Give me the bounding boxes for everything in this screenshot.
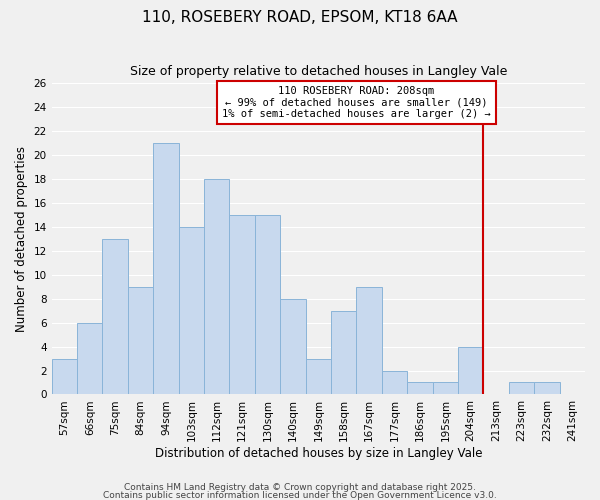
Bar (128, 287, 153, 395)
Text: Contains HM Land Registry data © Crown copyright and database right 2025.: Contains HM Land Registry data © Crown c… (124, 484, 476, 492)
Bar (52, 358, 77, 394)
Bar (77, 322, 103, 394)
Bar (433, 382, 458, 394)
Text: 110, ROSEBERY ROAD, EPSOM, KT18 6AA: 110, ROSEBERY ROAD, EPSOM, KT18 6AA (142, 10, 458, 25)
Bar (356, 287, 382, 395)
X-axis label: Distribution of detached houses by size in Langley Vale: Distribution of detached houses by size … (155, 447, 482, 460)
Bar (255, 215, 280, 394)
Bar (509, 382, 534, 394)
Bar (179, 227, 204, 394)
Title: Size of property relative to detached houses in Langley Vale: Size of property relative to detached ho… (130, 65, 507, 78)
Bar (229, 215, 255, 394)
Bar (280, 298, 305, 394)
Bar (305, 358, 331, 394)
Bar (382, 370, 407, 394)
Text: 110 ROSEBERY ROAD: 208sqm
← 99% of detached houses are smaller (149)
1% of semi-: 110 ROSEBERY ROAD: 208sqm ← 99% of detac… (222, 86, 491, 119)
Bar (407, 382, 433, 394)
Bar (103, 239, 128, 394)
Bar (458, 346, 484, 395)
Bar (331, 310, 356, 394)
Bar (534, 382, 560, 394)
Y-axis label: Number of detached properties: Number of detached properties (15, 146, 28, 332)
Text: Contains public sector information licensed under the Open Government Licence v3: Contains public sector information licen… (103, 490, 497, 500)
Bar (153, 143, 179, 395)
Bar (204, 179, 229, 394)
